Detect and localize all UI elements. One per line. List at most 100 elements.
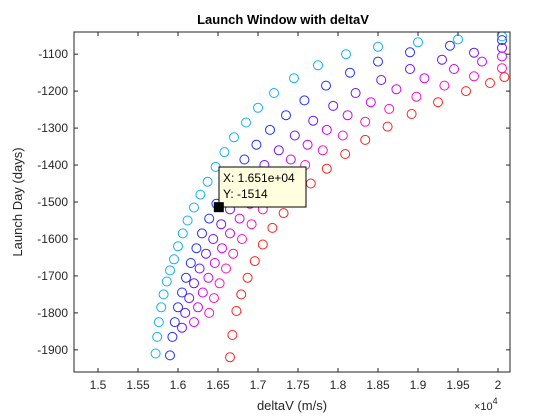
data-point [385,104,394,113]
data-point [222,264,231,273]
x-tick-label: 1.65 [206,378,230,392]
data-point [486,79,495,88]
data-point [446,41,455,50]
data-point [210,294,219,303]
data-point [159,290,168,299]
y-tick-label: -1700 [37,269,68,283]
y-axis-label: Launch Day (days) [10,147,25,256]
y-tick-label: -1100 [38,47,68,61]
y-tick-label: -1200 [37,84,68,98]
data-point [412,92,421,101]
x-tick-label: 1.7 [250,378,267,392]
data-point [157,303,166,312]
data-point [242,118,251,127]
data-point [183,216,192,225]
data-point [190,203,199,212]
data-point [195,264,204,273]
x-tick-label: 1.55 [126,378,150,392]
x-axis-exponent: ×104 [474,396,498,413]
data-point [230,133,239,142]
y-tick-label: -1600 [37,232,68,246]
x-tick-label: 1.8 [330,378,347,392]
data-point [420,74,429,83]
data-point [194,303,203,312]
data-point [198,288,207,297]
data-point [374,57,383,66]
data-point [235,214,244,223]
data-point [462,87,471,96]
data-point [318,146,327,155]
data-point [322,81,331,90]
x-axis-label: deltaV (m/s) [257,398,327,413]
y-tick-label: -1500 [37,195,68,209]
data-point [215,279,224,288]
data-point [250,257,259,266]
data-point [279,209,288,218]
x-tick-label: 1.5 [90,378,107,392]
y-tick-label: -1300 [37,121,68,135]
data-point [258,240,267,249]
data-point [286,155,295,164]
data-point [438,55,447,64]
data-point [343,111,352,120]
data-point [470,72,479,81]
data-point [274,146,283,155]
data-point [162,277,171,286]
data-tip[interactable]: X: 1.651e+04 Y: -1514 [214,167,306,212]
data-point [392,85,401,94]
data-point [450,65,459,74]
data-point [192,244,201,253]
y-tick-label: -1900 [37,343,68,357]
data-point [406,65,415,74]
data-point [374,42,383,51]
data-point [498,52,507,61]
data-point [309,116,318,125]
data-point [377,76,386,85]
data-point [198,229,207,238]
data-point [226,229,235,238]
x-tick-label: 1.6 [170,378,187,392]
data-point [153,332,162,341]
data-point [185,294,194,303]
y-tick-label: -1400 [37,158,68,172]
data-point [204,273,213,282]
data-point [190,318,199,327]
data-point [329,101,338,110]
data-point [168,332,177,341]
data-tip-marker[interactable] [214,202,224,212]
chart-title: Launch Window with deltaV [197,12,369,27]
data-point [341,150,350,159]
data-point [314,61,323,70]
x-tick-label: 1.85 [366,378,390,392]
data-point [322,164,331,173]
data-point [478,57,487,66]
data-point [210,259,219,268]
data-point [170,255,179,264]
data-point [342,50,351,59]
data-point [154,318,163,327]
x-tick-label: 1.95 [446,378,470,392]
x-tick-label: 1.9 [410,378,427,392]
data-point [229,249,238,258]
data-point [186,259,195,268]
data-point [254,103,263,112]
data-point [238,235,247,244]
y-tick-label: -1800 [37,306,68,320]
data-point [306,179,315,188]
data-point [346,68,355,77]
data-point [174,242,183,251]
data-point [243,273,252,282]
data-point [166,266,175,275]
data-point [151,349,160,358]
data-point [217,220,226,229]
data-series-group [151,32,509,362]
data-point [218,244,227,253]
data-point [414,38,423,47]
data-point [434,98,443,107]
data-point [498,64,507,73]
x-tick-label: 2 [495,378,502,392]
data-point [270,89,279,98]
data-point [237,290,246,299]
data-point [178,323,187,332]
data-point [351,89,360,98]
